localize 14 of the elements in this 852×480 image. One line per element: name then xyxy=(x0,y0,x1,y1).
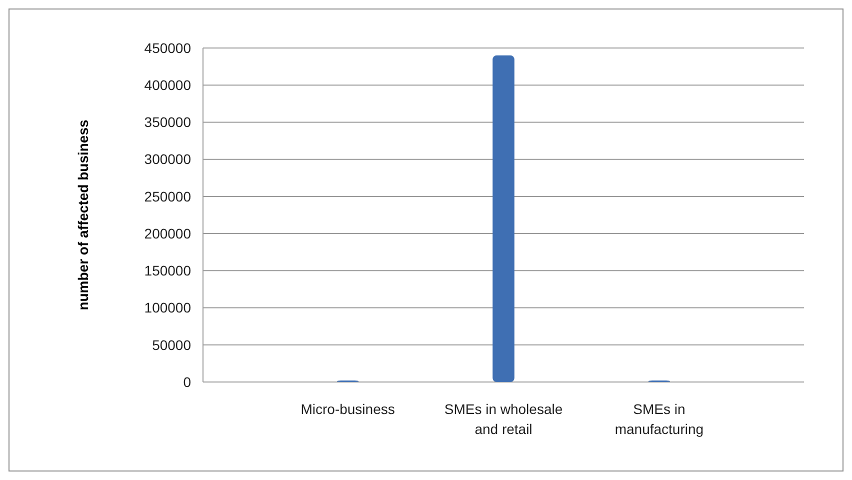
y-tick-label: 350000 xyxy=(144,114,192,130)
y-tick-label: 400000 xyxy=(144,77,192,94)
x-tick-label: SMEs in manufacturing xyxy=(614,401,704,437)
y-tick-label: 250000 xyxy=(144,188,192,204)
y-axis-title: number of affected business xyxy=(75,119,91,310)
y-tick-label: 0 xyxy=(183,374,192,390)
y-tick-label: 450000 xyxy=(144,40,192,56)
y-tick-label: 50000 xyxy=(152,336,192,353)
y-tick-label: 200000 xyxy=(144,225,192,242)
x-tick-label: SMEs in wholesale and retail xyxy=(444,401,563,437)
x-tick-label: Micro-business xyxy=(300,401,395,417)
y-tick-label: 300000 xyxy=(144,151,192,168)
y-tick-label: 150000 xyxy=(144,262,192,279)
y-tick-label: 100000 xyxy=(144,300,192,316)
